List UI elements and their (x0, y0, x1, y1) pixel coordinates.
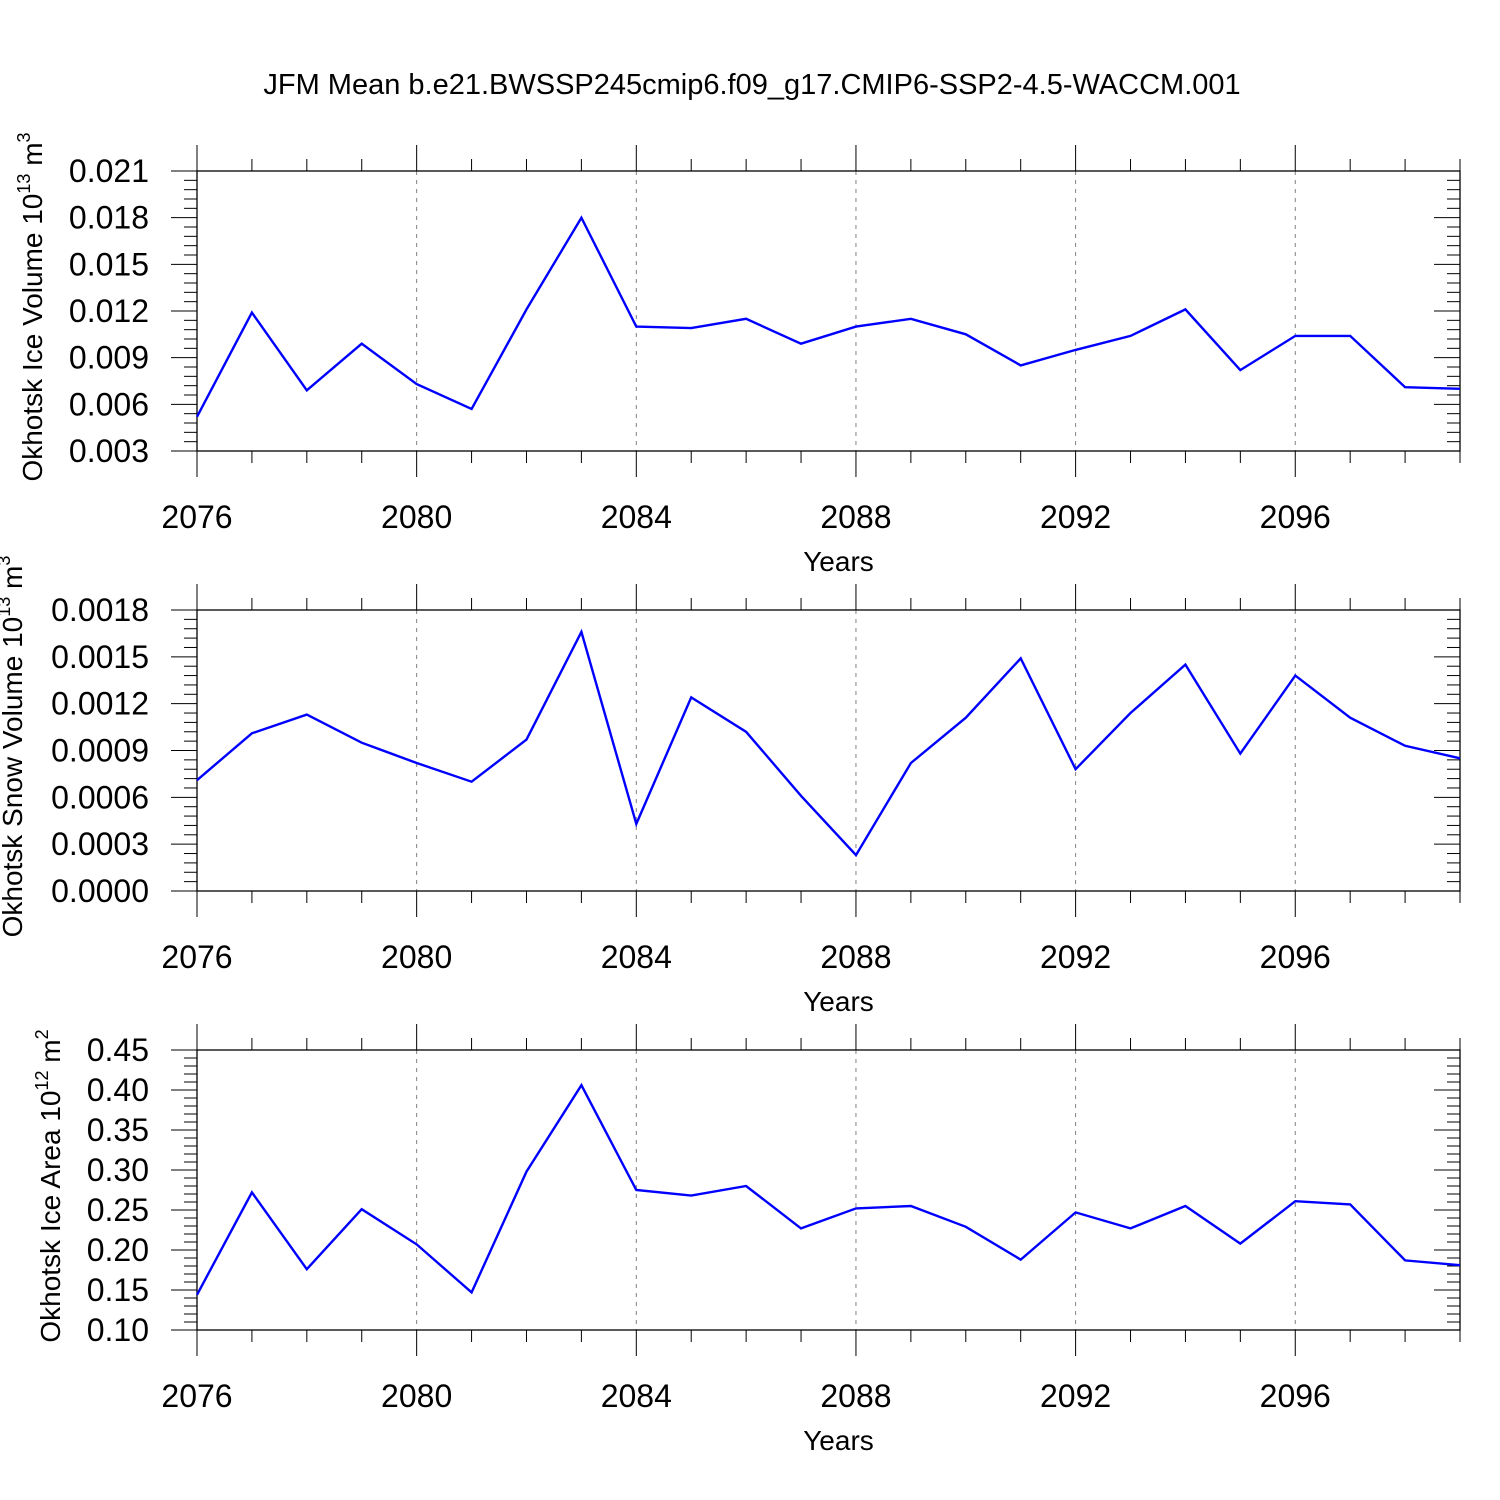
x-tick-label: 2092 (1040, 1378, 1111, 1414)
y-tick-label: 0.20 (87, 1232, 149, 1268)
x-tick-label: 2088 (820, 1378, 891, 1414)
y-tick-label: 0.10 (87, 1312, 149, 1348)
y-tick-label: 0.0003 (51, 826, 149, 862)
x-tick-label: 2088 (820, 499, 891, 535)
x-tick-label: 2076 (161, 1378, 232, 1414)
x-axis-title: Years (803, 1425, 874, 1456)
x-tick-label: 2092 (1040, 939, 1111, 975)
chart-panel-1: 2076 2080 2084 2088 2092 2096 Years 0.003 0.006 0… (14, 132, 1461, 577)
x-tick-label: 2076 (161, 499, 232, 535)
x-tick-label: 2096 (1260, 939, 1331, 975)
y-tick-label: 0.15 (87, 1272, 149, 1308)
x-tick-label: 2096 (1260, 499, 1331, 535)
series-line (196, 628, 1461, 858)
x-tick-label: 2084 (601, 939, 672, 975)
y-tick-label: 0.25 (87, 1192, 149, 1228)
series-line (195, 1082, 1461, 1296)
plot-frame (196, 1049, 1461, 1331)
x-tick-label: 2084 (601, 499, 672, 535)
y-axis-title: Okhotsk Ice Volume 1013 m3 (14, 132, 48, 481)
chart-panel-2: 2076 2080 2084 2088 2092 2096 Years 0.0000 0.000… (0, 556, 1461, 1017)
y-axis-title: Okhotsk Ice Area 1012 m2 (32, 1029, 66, 1342)
x-tick-label: 2084 (601, 1378, 672, 1414)
x-tick-label: 2080 (381, 939, 452, 975)
x-tick-label: 2076 (161, 939, 232, 975)
x-tick-label: 2096 (1260, 1378, 1331, 1414)
y-tick-label: 0.021 (69, 153, 149, 189)
plot-frame (196, 609, 1461, 892)
y-tick-label: 0.45 (87, 1032, 149, 1068)
x-tick-label: 2092 (1040, 499, 1111, 535)
chart-panels: 2076 2080 2084 2088 2092 2096 Years 0.003 0.006 0… (0, 132, 1461, 1456)
y-tick-label: 0.003 (69, 433, 149, 469)
x-tick-label: 2088 (820, 939, 891, 975)
y-tick-label: 0.018 (69, 200, 149, 236)
y-tick-label: 0.0015 (51, 639, 149, 675)
x-tick-label: 2080 (381, 1378, 452, 1414)
x-tick-label: 2080 (381, 499, 452, 535)
y-tick-label: 0.35 (87, 1112, 149, 1148)
y-tick-label: 0.015 (69, 246, 149, 282)
y-tick-label: 0.30 (87, 1152, 149, 1188)
y-tick-label: 0.006 (69, 386, 149, 422)
y-tick-label: 0.0009 (51, 733, 149, 769)
y-tick-label: 0.0000 (51, 873, 149, 909)
page-title: JFM Mean b.e21.BWSSP245cmip6.f09_g17.CMI… (263, 69, 1240, 101)
y-axis-title: Okhotsk Snow Volume 1013 m3 (0, 556, 28, 938)
y-tick-label: 0.40 (87, 1072, 149, 1108)
plot-frame (196, 170, 1461, 452)
chart-panel-3: 2076 2080 2084 2088 2092 2096 Years 0.10 0.15 0.2… (32, 1024, 1461, 1456)
y-tick-label: 0.009 (69, 340, 149, 376)
x-axis-title: Years (803, 546, 874, 577)
y-tick-label: 0.0006 (51, 779, 149, 815)
x-axis-title: Years (803, 986, 874, 1017)
y-tick-label: 0.0018 (51, 592, 149, 628)
y-tick-label: 0.012 (69, 293, 149, 329)
y-tick-label: 0.0012 (51, 686, 149, 722)
series-line (195, 215, 1461, 418)
